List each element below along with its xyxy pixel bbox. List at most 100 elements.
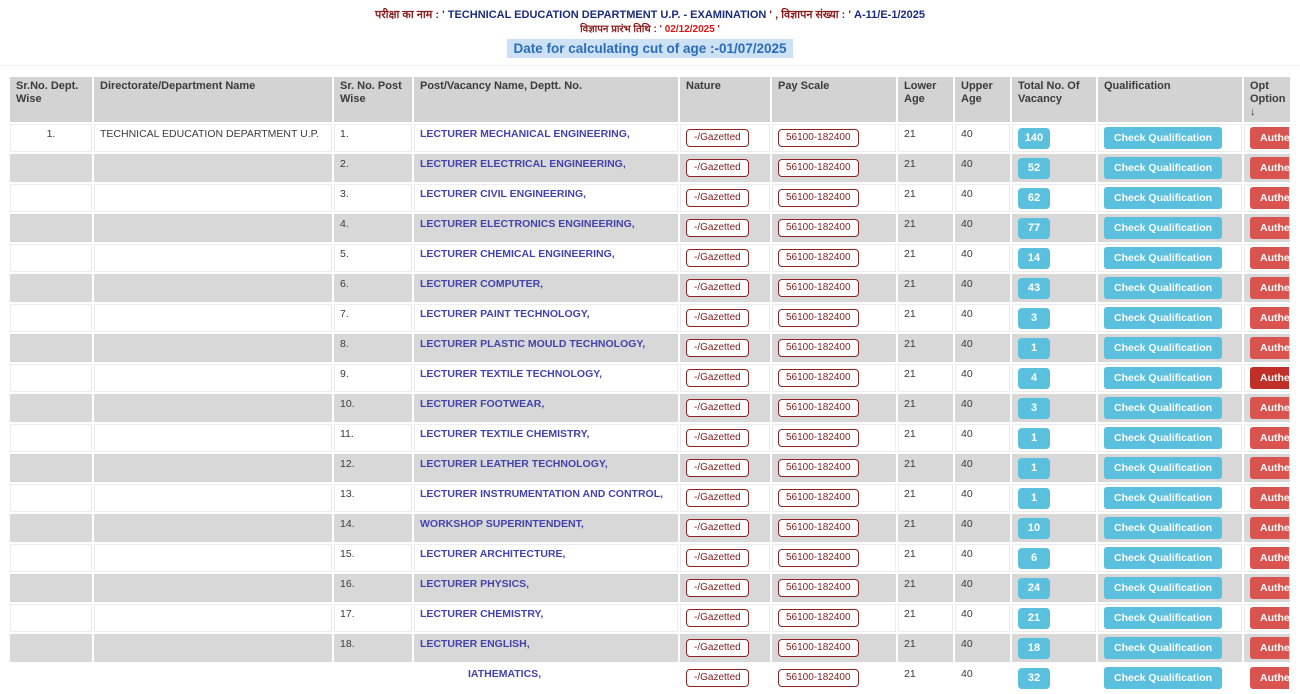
table-row: 3. LECTURER CIVIL ENGINEERING, -/Gazette… (10, 184, 1290, 212)
post-name-link[interactable]: LECTURER PAINT TECHNOLOGY, (420, 308, 590, 320)
qualification-cell: Check Qualification (1098, 214, 1242, 242)
authenticate-otr-button[interactable]: Authenticate with OTR (1250, 547, 1289, 569)
post-name-link[interactable]: LECTURER CHEMICAL ENGINEERING, (420, 248, 615, 260)
pay-scale-box: 56100-182400 (778, 129, 859, 147)
authenticate-otr-button[interactable]: Authenticate with OTR (1250, 277, 1289, 299)
advertisement-date-label: विज्ञापन प्रारंभ तिथि : ' (580, 24, 665, 35)
upper-age-cell: 40 (955, 334, 1010, 362)
lower-age: 21 (904, 368, 916, 380)
post-name-link[interactable]: IATHEMATICS, (468, 668, 542, 680)
post-name-link[interactable]: LECTURER LEATHER TECHNOLOGY, (420, 458, 608, 470)
vacancy-cell: 62 (1012, 184, 1096, 212)
post-name-link[interactable]: LECTURER ELECTRICAL ENGINEERING, (420, 158, 626, 170)
post-serial-cell: 9. (334, 364, 412, 392)
check-qualification-button[interactable]: Check Qualification (1104, 547, 1223, 569)
vacancy-count-badge: 4 (1018, 367, 1050, 389)
authenticate-otr-button[interactable]: Authenticate with OTR (1250, 427, 1289, 449)
post-name-link[interactable]: LECTURER COMPUTER, (420, 278, 544, 290)
nature-box: -/Gazetted (686, 459, 749, 477)
post-name-link[interactable]: WORKSHOP SUPERINTENDENT, (420, 518, 584, 530)
pay-scale-cell: 56100-182400 (772, 664, 896, 692)
post-name-link[interactable]: LECTURER ELECTRONICS ENGINEERING, (420, 218, 635, 230)
authenticate-otr-button[interactable]: Authenticate with OTR (1250, 307, 1289, 329)
col-header-opt-option[interactable]: Opt Option ↓ (1244, 77, 1290, 122)
vacancy-count-badge: 1 (1018, 427, 1050, 449)
authenticate-otr-button[interactable]: Authenticate with OTR (1250, 367, 1289, 389)
authenticate-otr-button[interactable]: Authenticate with OTR (1250, 397, 1289, 419)
upper-age-cell: 40 (955, 664, 1010, 692)
check-qualification-button[interactable]: Check Qualification (1104, 607, 1223, 629)
dept-serial-cell (10, 154, 92, 182)
post-name-link[interactable]: LECTURER MECHANICAL ENGINEERING, (420, 128, 630, 140)
nature-cell: -/Gazetted (680, 514, 770, 542)
check-qualification-button[interactable]: Check Qualification (1104, 367, 1223, 389)
check-qualification-button[interactable]: Check Qualification (1104, 247, 1223, 269)
check-qualification-button[interactable]: Check Qualification (1104, 277, 1223, 299)
authenticate-otr-button[interactable]: Authenticate with OTR (1250, 487, 1289, 509)
vacancy-count-badge: 3 (1018, 397, 1050, 419)
nature-cell: -/Gazetted (680, 544, 770, 572)
check-qualification-button[interactable]: Check Qualification (1104, 337, 1223, 359)
check-qualification-button[interactable]: Check Qualification (1104, 457, 1223, 479)
upper-age: 40 (961, 158, 973, 170)
vacancy-table-header: Sr.No. Dept. Wise Directorate/Department… (10, 77, 1290, 122)
department-name: TECHNICAL EDUCATION DEPARTMENT U.P. (100, 128, 320, 140)
check-qualification-button[interactable]: Check Qualification (1104, 307, 1223, 329)
authenticate-otr-button[interactable]: Authenticate with OTR (1250, 607, 1289, 629)
check-qualification-button[interactable]: Check Qualification (1104, 397, 1223, 419)
post-serial-cell: 4. (334, 214, 412, 242)
authenticate-otr-button[interactable]: Authenticate with OTR (1250, 157, 1289, 179)
upper-age-cell: 40 (955, 634, 1010, 662)
dept-serial-cell (10, 304, 92, 332)
authenticate-otr-button[interactable]: Authenticate with OTR (1250, 517, 1289, 539)
pay-scale-cell: 56100-182400 (772, 154, 896, 182)
pay-scale-cell: 56100-182400 (772, 274, 896, 302)
check-qualification-button[interactable]: Check Qualification (1104, 487, 1223, 509)
post-name-link[interactable]: LECTURER PHYSICS, (420, 578, 530, 590)
check-qualification-button[interactable]: Check Qualification (1104, 577, 1223, 599)
post-name-link[interactable]: LECTURER TEXTILE TECHNOLOGY, (420, 368, 603, 380)
upper-age-cell: 40 (955, 394, 1010, 422)
vacancy-cell: 14 (1012, 244, 1096, 272)
check-qualification-button[interactable]: Check Qualification (1104, 637, 1223, 659)
authenticate-otr-button[interactable]: Authenticate with OTR (1250, 217, 1289, 239)
authenticate-otr-button[interactable]: Authenticate with OTR (1250, 127, 1289, 149)
check-qualification-button[interactable]: Check Qualification (1104, 667, 1223, 689)
post-name-link[interactable]: LECTURER INSTRUMENTATION AND CONTROL, (420, 488, 664, 500)
pay-scale-box: 56100-182400 (778, 459, 859, 477)
post-name-link[interactable]: LECTURER PLASTIC MOULD TECHNOLOGY, (420, 338, 646, 350)
qualification-cell: Check Qualification (1098, 244, 1242, 272)
check-qualification-button[interactable]: Check Qualification (1104, 127, 1223, 149)
table-row: 6. LECTURER COMPUTER, -/Gazetted 56100-1… (10, 274, 1290, 302)
check-qualification-button[interactable]: Check Qualification (1104, 427, 1223, 449)
qualification-cell: Check Qualification (1098, 634, 1242, 662)
authenticate-otr-button[interactable]: Authenticate with OTR (1250, 667, 1289, 689)
authenticate-otr-button[interactable]: Authenticate with OTR (1250, 337, 1289, 359)
check-qualification-button[interactable]: Check Qualification (1104, 187, 1223, 209)
nature-cell: -/Gazetted (680, 424, 770, 452)
vacancy-cell: 6 (1012, 544, 1096, 572)
nature-box: -/Gazetted (686, 519, 749, 537)
check-qualification-button[interactable]: Check Qualification (1104, 217, 1223, 239)
post-name-link[interactable]: LECTURER FOOTWEAR, (420, 398, 545, 410)
check-qualification-button[interactable]: Check Qualification (1104, 517, 1223, 539)
authenticate-otr-button[interactable]: Authenticate with OTR (1250, 247, 1289, 269)
authenticate-otr-button[interactable]: Authenticate with OTR (1250, 577, 1289, 599)
authenticate-otr-button[interactable]: Authenticate with OTR (1250, 187, 1289, 209)
authenticate-otr-button[interactable]: Authenticate with OTR (1250, 637, 1289, 659)
pay-scale-box: 56100-182400 (778, 579, 859, 597)
post-serial-cell: 8. (334, 334, 412, 362)
authenticate-otr-button[interactable]: Authenticate with OTR (1250, 457, 1289, 479)
check-qualification-button[interactable]: Check Qualification (1104, 157, 1223, 179)
post-name-link[interactable]: LECTURER TEXTILE CHEMISTRY, (420, 428, 590, 440)
opt-option-cell: Authenticate with OTR (1244, 214, 1290, 242)
nature-cell: -/Gazetted (680, 214, 770, 242)
qualification-cell: Check Qualification (1098, 544, 1242, 572)
post-serial: 16. (340, 578, 355, 590)
post-name-cell: LECTURER TEXTILE TECHNOLOGY, (414, 364, 678, 392)
post-name-link[interactable]: LECTURER ARCHITECTURE, (420, 548, 566, 560)
post-name-link[interactable]: LECTURER ENGLISH, (420, 638, 530, 650)
post-name-link[interactable]: LECTURER CIVIL ENGINEERING, (420, 188, 587, 200)
post-name-link[interactable]: LECTURER CHEMISTRY, (420, 608, 544, 620)
post-serial-cell: 10. (334, 394, 412, 422)
